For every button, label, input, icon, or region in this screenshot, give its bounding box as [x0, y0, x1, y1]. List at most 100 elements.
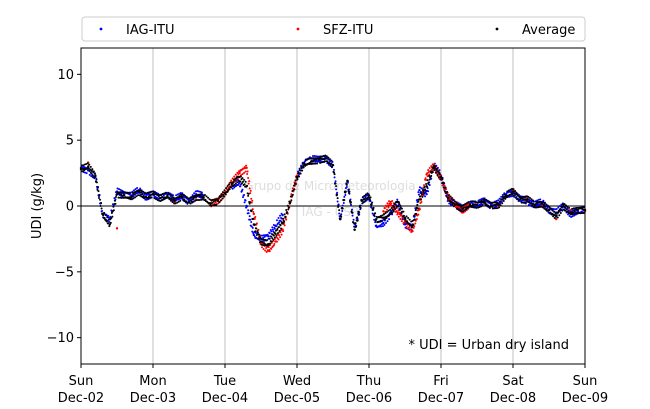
data-point — [419, 198, 422, 201]
data-point — [462, 210, 465, 213]
data-point — [544, 205, 547, 208]
data-point — [441, 184, 444, 187]
data-point — [91, 168, 94, 171]
data-point — [398, 203, 401, 205]
data-point — [424, 189, 427, 192]
data-point — [306, 158, 309, 161]
data-point — [382, 210, 385, 213]
data-point — [134, 188, 137, 191]
data-point — [455, 205, 458, 208]
data-point — [532, 199, 535, 202]
data-point — [347, 188, 350, 191]
data-point — [371, 212, 374, 215]
data-point — [494, 201, 497, 204]
data-point — [149, 194, 152, 197]
data-point — [553, 210, 556, 213]
data-point — [252, 217, 255, 220]
data-point — [427, 190, 430, 193]
data-point — [384, 222, 387, 225]
data-point — [328, 162, 331, 165]
data-point — [495, 207, 498, 210]
data-point — [358, 213, 361, 216]
data-point — [389, 204, 392, 207]
data-point — [273, 242, 276, 245]
data-point — [570, 215, 573, 218]
data-point — [475, 203, 479, 206]
x-tick-day: Mon — [139, 374, 166, 389]
data-point — [344, 194, 347, 197]
data-point — [420, 201, 423, 204]
data-point — [131, 194, 134, 197]
data-point — [170, 199, 172, 202]
data-point — [179, 199, 182, 202]
data-point — [337, 204, 340, 207]
data-point — [396, 213, 399, 216]
data-point — [410, 226, 413, 229]
data-point — [263, 242, 266, 245]
data-point — [254, 230, 257, 233]
data-point — [267, 235, 270, 238]
data-point — [181, 193, 184, 196]
data-point — [287, 208, 290, 211]
data-point — [220, 193, 223, 196]
data-point — [281, 221, 284, 225]
data-point — [309, 157, 312, 160]
data-point — [277, 238, 280, 241]
y-tick-label: −5 — [55, 265, 74, 280]
data-point — [201, 198, 204, 201]
data-point — [257, 228, 260, 231]
data-point — [418, 208, 421, 211]
data-point — [392, 209, 395, 212]
data-point — [425, 179, 428, 182]
data-point — [331, 163, 335, 167]
data-point — [302, 166, 305, 169]
data-point — [280, 233, 283, 236]
data-point — [124, 191, 127, 194]
data-point — [559, 208, 562, 211]
data-point — [571, 207, 574, 210]
data-point — [242, 180, 244, 183]
data-point — [298, 167, 301, 170]
data-point — [575, 206, 578, 209]
data-point — [399, 204, 402, 207]
legend-marker — [296, 27, 300, 31]
data-point — [457, 208, 460, 211]
data-point — [535, 200, 538, 203]
data-point — [244, 180, 247, 183]
data-point — [274, 232, 277, 235]
x-tick-day: Tue — [213, 374, 236, 389]
data-point — [383, 207, 386, 210]
data-point — [447, 194, 450, 197]
data-point — [230, 186, 233, 189]
data-point — [271, 228, 274, 231]
y-tick-label: 0 — [66, 200, 74, 215]
data-point — [351, 208, 354, 211]
data-point — [467, 201, 470, 204]
data-point — [261, 241, 264, 244]
data-point — [532, 205, 535, 208]
data-point — [573, 214, 576, 217]
data-point — [218, 201, 221, 204]
data-point — [276, 232, 279, 235]
data-point — [222, 195, 225, 198]
data-points — [79, 154, 587, 254]
data-point — [462, 204, 465, 207]
data-point — [453, 200, 456, 203]
data-point — [400, 220, 403, 223]
data-point — [139, 189, 142, 192]
data-point — [195, 199, 198, 202]
data-point — [122, 196, 125, 199]
data-point — [576, 208, 579, 212]
data-point — [178, 196, 181, 199]
data-point — [530, 198, 533, 201]
data-point — [312, 162, 315, 165]
legend-marker — [495, 27, 499, 31]
data-point — [153, 197, 156, 200]
data-point — [143, 191, 146, 194]
data-point — [389, 208, 392, 211]
data-point — [270, 230, 273, 233]
legend-label: Average — [522, 23, 575, 38]
data-point — [212, 200, 215, 203]
data-point — [380, 220, 383, 223]
data-point — [564, 204, 567, 207]
